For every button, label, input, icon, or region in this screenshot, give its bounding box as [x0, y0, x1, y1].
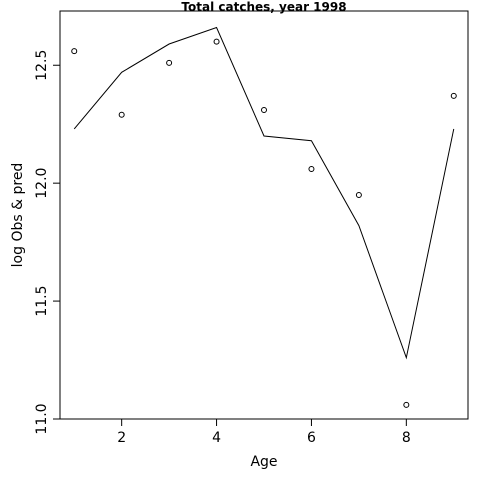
predicted-line — [73, 26, 455, 360]
y-tick-label: 12.5 — [34, 50, 50, 81]
y-tick-label: 11.0 — [34, 403, 50, 434]
observed-point — [261, 107, 267, 114]
observed-point — [213, 38, 220, 45]
x-axis: 2 4 6 8 — [117, 418, 411, 446]
observed-point — [355, 191, 362, 198]
observed-point — [308, 166, 315, 173]
chart-title: Total catches, year 1998 — [181, 0, 346, 14]
observed-point — [450, 92, 457, 99]
x-tick-label: 6 — [307, 430, 316, 446]
x-tick-label: 4 — [212, 430, 221, 446]
y-axis-label: log Obs & pred — [10, 163, 26, 268]
observed-point — [118, 111, 125, 118]
observed-point — [71, 48, 78, 55]
observed-point — [403, 401, 410, 408]
plot-area — [71, 26, 457, 408]
x-axis-label: Age — [250, 454, 277, 470]
y-axis: 11.0 11.5 12.0 12.5 — [34, 50, 61, 435]
y-tick-label: 11.5 — [34, 285, 50, 316]
x-tick-label: 2 — [117, 430, 126, 446]
observed-point — [166, 59, 173, 66]
x-tick-label: 8 — [402, 430, 411, 446]
y-tick-label: 12.0 — [34, 168, 50, 199]
